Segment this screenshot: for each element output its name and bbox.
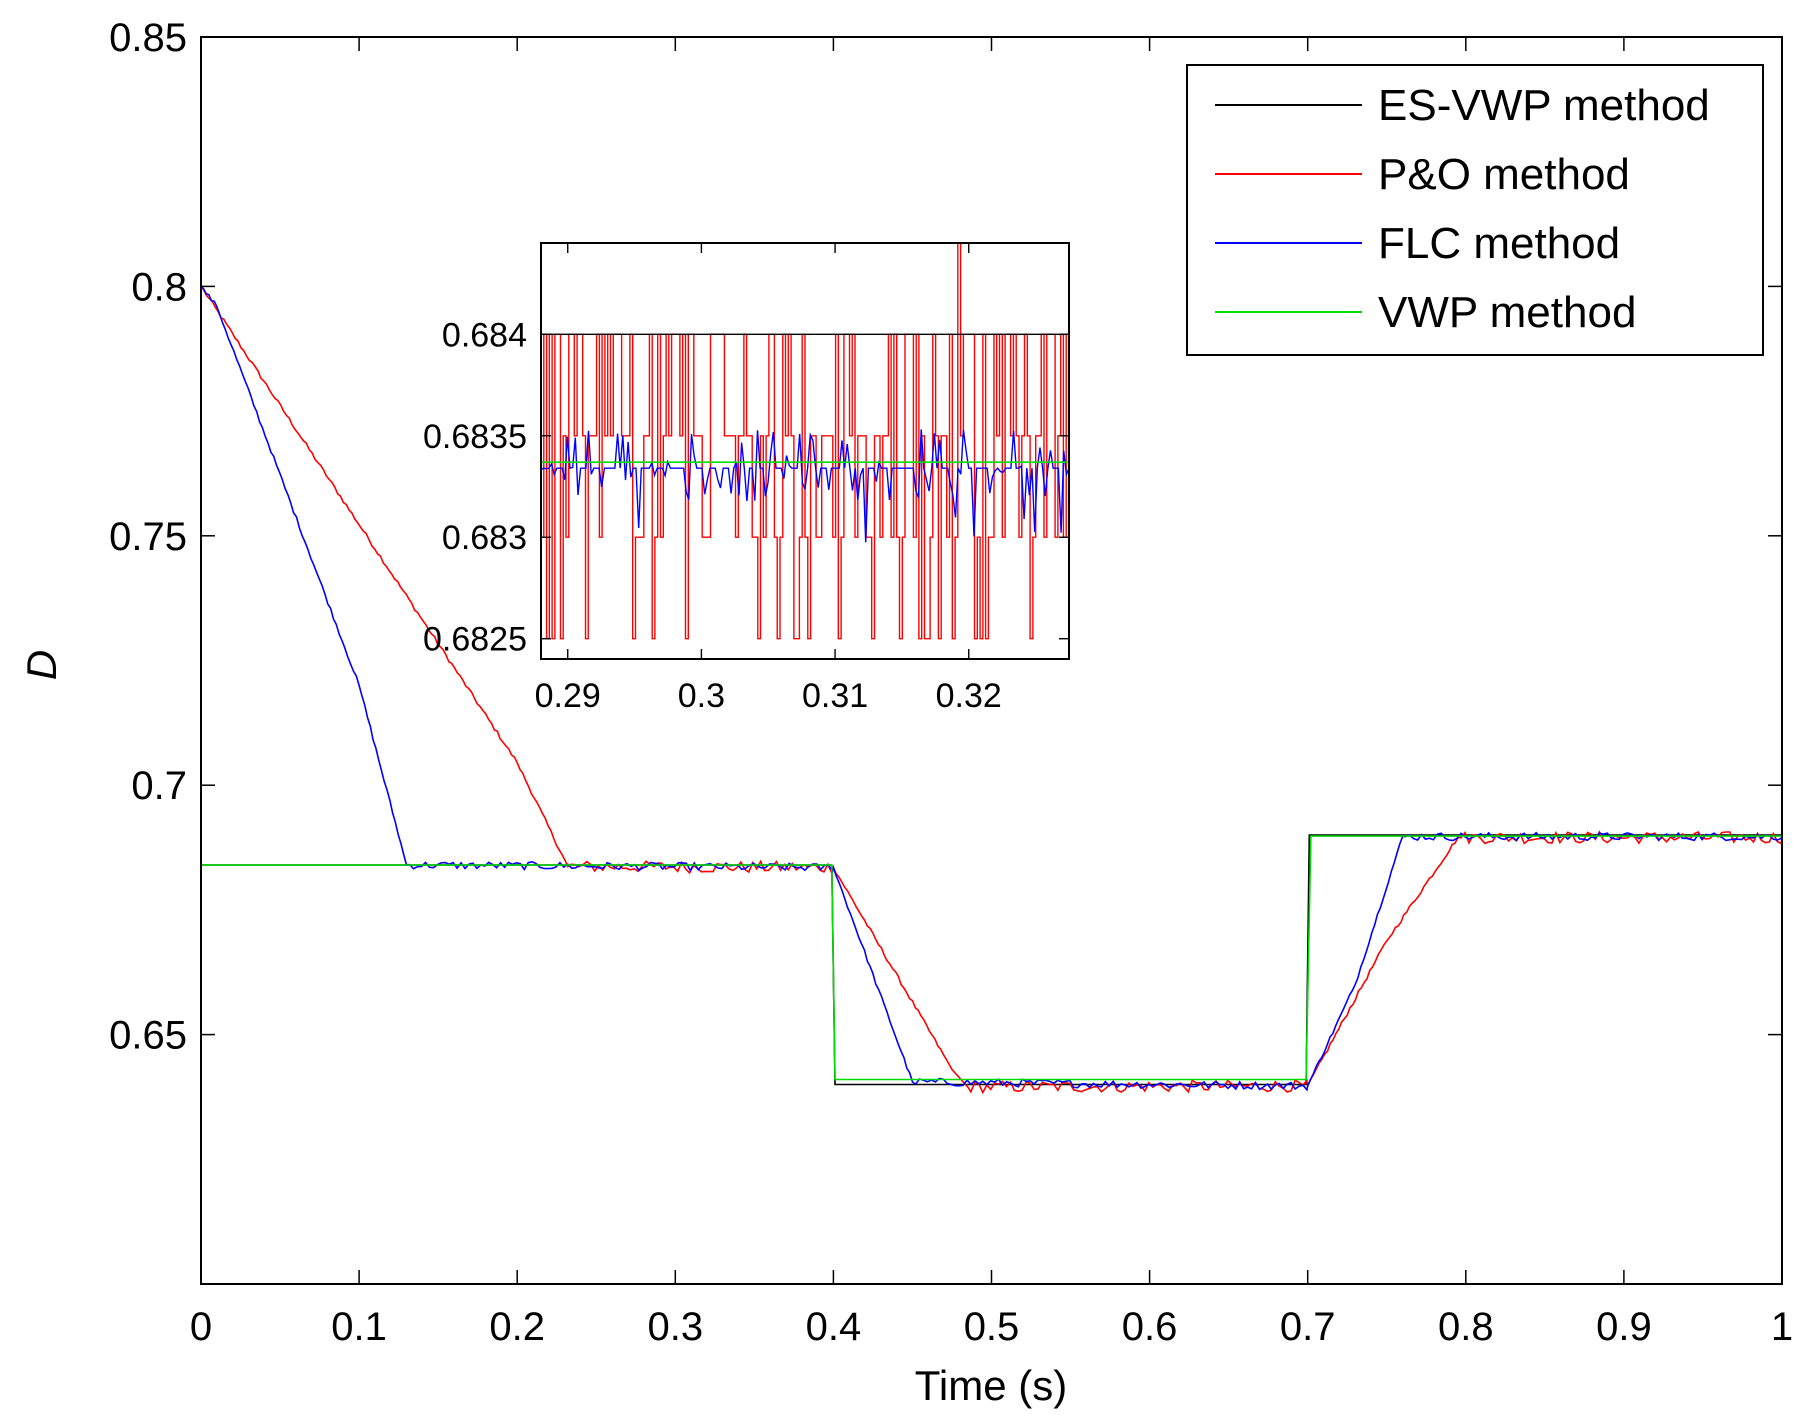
legend: ES-VWP method P&O method FLC method VWP …: [1186, 64, 1764, 356]
inset-series-line-flc-method: [540, 429, 1070, 543]
legend-label-es-vwp: ES-VWP method: [1378, 81, 1710, 130]
x-tick-label: 0.2: [489, 1305, 545, 1349]
inset-axes-frame: [540, 242, 1070, 660]
x-tick-label: 0.4: [806, 1305, 862, 1349]
legend-label-vwp: VWP method: [1378, 288, 1636, 337]
legend-box: [1186, 64, 1764, 356]
x-tick-label: 0.7: [1280, 1305, 1336, 1349]
series-line-vwp-method: [201, 835, 1782, 1081]
y-tick-label: 0.7: [131, 764, 187, 808]
legend-label-po: P&O method: [1378, 150, 1630, 199]
x-tick-label: 1: [1771, 1305, 1793, 1349]
y-tick-label: 0.65: [109, 1014, 187, 1058]
x-tick-label: 0: [190, 1305, 212, 1349]
x-axis-title: Time (s): [915, 1362, 1067, 1409]
inset-x-tick-label: 0.3: [678, 677, 725, 715]
inset-zoom-plot: 0.29 0.3 0.31 0.32 0.6825 0.683 0.6835 0.684: [423, 242, 1070, 715]
inset-series-line-p-o-method: [541, 242, 1069, 640]
main-series-layer: [200, 285, 1783, 1095]
y-tick-label: 0.75: [109, 515, 187, 559]
inset-series-layer: [540, 242, 1070, 640]
inset-y-tick-label: 0.6825: [423, 621, 527, 659]
inset-x-tick-label: 0.32: [936, 677, 1002, 715]
x-tick-label: 0.9: [1596, 1305, 1652, 1349]
series-line-p-o-method: [200, 285, 1783, 1095]
x-tick-label: 0.1: [331, 1305, 387, 1349]
y-axis-title: D: [18, 650, 65, 680]
inset-y-tick-label: 0.6835: [423, 418, 527, 456]
legend-label-flc: FLC method: [1378, 219, 1620, 268]
y-tick-label: 0.85: [109, 16, 187, 60]
x-tick-label: 0.5: [964, 1305, 1020, 1349]
x-tick-label: 0.8: [1438, 1305, 1494, 1349]
y-tick-label: 0.8: [131, 265, 187, 309]
x-tick-label: 0.6: [1122, 1305, 1178, 1349]
inset-x-tick-label: 0.31: [802, 677, 868, 715]
x-tick-label: 0.3: [647, 1305, 703, 1349]
inset-ticks-layer: 0.29 0.3 0.31 0.32 0.6825 0.683 0.6835 0.684: [423, 243, 1069, 715]
main-ticks-layer: 0 0.1 0.2 0.3 0.4 0.5 0.6 0.7 0.8 0.9 1 0.65 0.7 0.75…: [109, 16, 1793, 1349]
inset-y-tick-label: 0.684: [442, 316, 527, 354]
inset-x-tick-label: 0.29: [535, 677, 601, 715]
inset-y-tick-label: 0.683: [442, 519, 527, 557]
